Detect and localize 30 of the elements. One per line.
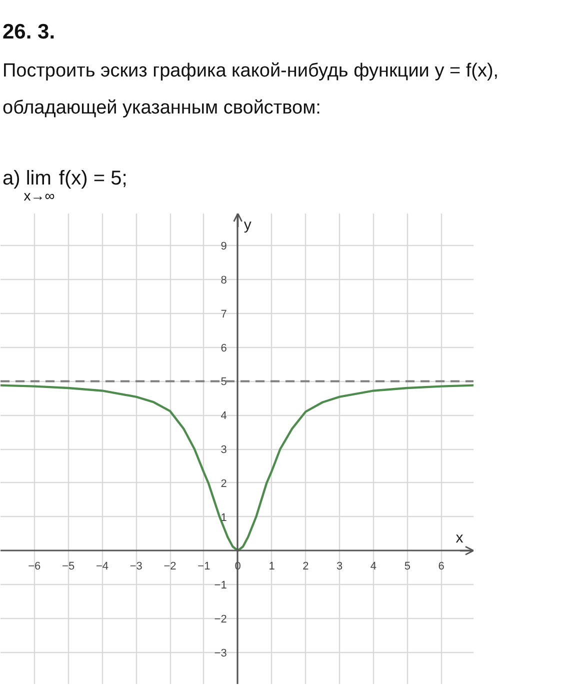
x-tick-label: −6 bbox=[28, 560, 41, 573]
y-tick-label: 3 bbox=[220, 444, 227, 456]
line-series bbox=[0, 384, 474, 552]
x-tick-label: 6 bbox=[438, 560, 444, 573]
chart-subtitle: Построить эскиз графика какой-нибудь функции y = f(x), обладающей указанным свойством: bbox=[2, 60, 499, 118]
x-tick-label: −2 bbox=[164, 560, 176, 573]
y-tick-label: 9 bbox=[220, 240, 227, 253]
chart-title: 26. 3. bbox=[2, 20, 56, 44]
y-tick-label: 6 bbox=[220, 342, 227, 354]
x-tick-label: 4 bbox=[370, 560, 377, 573]
y-tick-label: 7 bbox=[220, 308, 227, 320]
y-tick-label: 4 bbox=[220, 410, 227, 422]
x-tick-label: −4 bbox=[96, 560, 108, 573]
y-tick-label: 2 bbox=[220, 478, 227, 490]
x-tick-label: −3 bbox=[130, 560, 142, 573]
y-tick-label: −3 bbox=[214, 647, 227, 660]
text: а) limx→∞ f(x) = 5; bbox=[2, 168, 128, 204]
y-axis-title: y bbox=[244, 216, 252, 234]
x-tick-label: 3 bbox=[336, 560, 343, 573]
y-tick-label: 5 bbox=[220, 376, 227, 388]
x-tick-label: 5 bbox=[404, 560, 410, 573]
x-tick-label: 1 bbox=[268, 560, 275, 573]
y-tick-label: 1 bbox=[220, 512, 227, 524]
y-tick-label: −1 bbox=[214, 580, 227, 592]
y-tick-label: −2 bbox=[214, 613, 227, 626]
x-tick-label: 2 bbox=[302, 560, 309, 573]
x-tick-label: −1 bbox=[198, 560, 210, 573]
y-tick-label: 8 bbox=[220, 274, 227, 287]
x-tick-label: −5 bbox=[62, 560, 75, 573]
x-axis-title: x bbox=[456, 530, 464, 547]
